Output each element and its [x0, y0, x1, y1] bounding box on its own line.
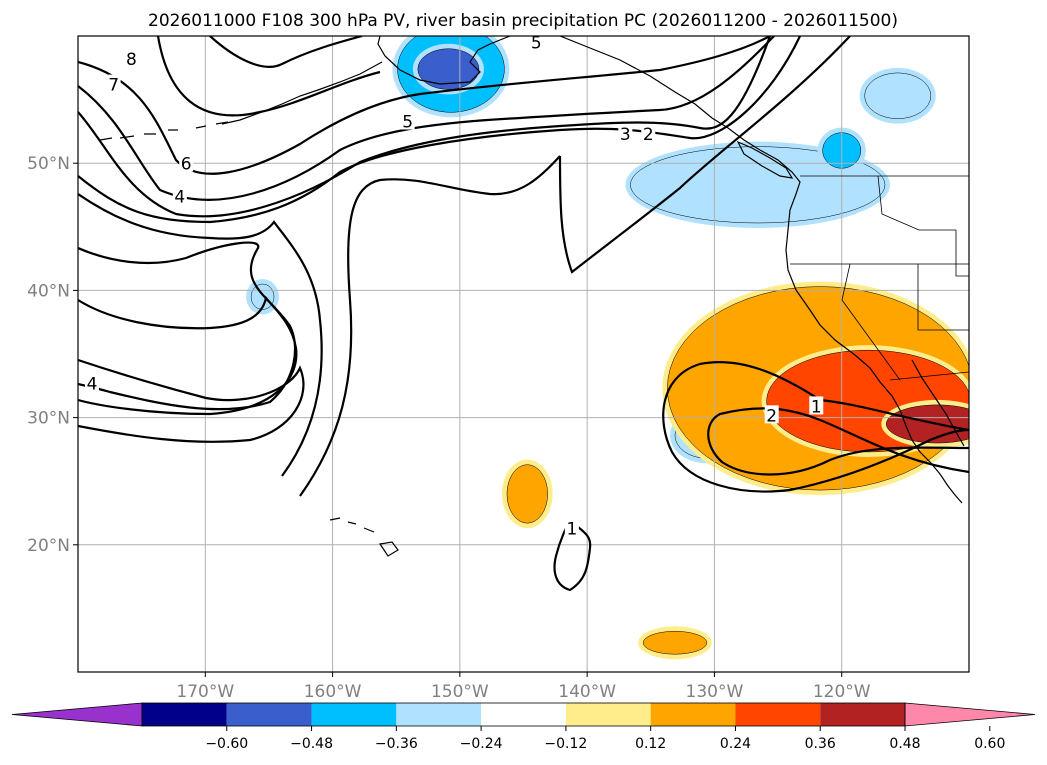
colorbar-swatch — [142, 703, 227, 726]
pv-contour-trough — [78, 36, 851, 497]
y-tick-label: 40°N — [27, 281, 70, 301]
contour-label: 1 — [566, 520, 577, 540]
colorbar-tick-label: −0.60 — [205, 736, 248, 752]
contour-label: 5 — [402, 112, 413, 132]
colorbar-tick-label: −0.48 — [290, 736, 333, 752]
contour-label-bg — [179, 153, 194, 172]
pv-contour-5-upper — [78, 36, 775, 201]
pv-contour-1-south — [553, 519, 592, 592]
colorbar-extend-high — [904, 702, 1036, 727]
colorbar-tick-label: 0.12 — [635, 736, 666, 752]
contour-label: 8 — [126, 50, 137, 70]
contour-label-bg — [618, 124, 633, 143]
contour-label-bg — [564, 518, 579, 537]
state-borders — [790, 175, 969, 381]
aleutian-islands — [99, 121, 229, 141]
pv-contour-6-north — [78, 36, 771, 175]
shade-hawaii-east — [506, 464, 548, 524]
pv-contour-3-south — [78, 295, 298, 416]
colorbar-tick-label: −0.24 — [460, 736, 503, 752]
colorbar-tick-label: 0.36 — [805, 736, 836, 752]
contour-label-bg — [809, 396, 824, 415]
colorbar-frame — [141, 702, 906, 727]
borders — [790, 175, 969, 381]
colorbar-tick-label: 0.24 — [720, 736, 751, 752]
pv-contour-8 — [209, 36, 363, 68]
chart-title: 2026011000 F108 300 hPa PV, river basin … — [148, 11, 898, 31]
x-axis-ticks: 170°W 160°W 150°W 140°W 130°W 120°W — [176, 672, 871, 702]
pv-contour-3 — [78, 241, 297, 411]
shade-alberta — [864, 72, 932, 119]
contour-label: 3 — [620, 125, 631, 145]
gridlines — [78, 36, 969, 672]
colorbar-swatch — [226, 703, 312, 726]
pv-contour-2 — [707, 407, 969, 476]
pv-contour-wave — [78, 36, 801, 224]
coastlines — [99, 36, 965, 557]
baja-coast — [911, 359, 965, 447]
shade-alaska-core — [417, 48, 480, 90]
contour-label-bg — [529, 36, 544, 51]
colorbar-swatch — [565, 703, 651, 726]
panhandle-coast — [559, 36, 761, 151]
hawaii-islands — [329, 517, 399, 557]
vancouver-island — [736, 140, 794, 179]
x-tick-label: 160°W — [304, 682, 362, 702]
x-tick-label: 170°W — [176, 682, 234, 702]
colorbar-swatch — [820, 703, 905, 726]
x-tick-label: 150°W — [431, 682, 489, 702]
contour-label: 2 — [766, 406, 777, 426]
contour-label: 2 — [643, 125, 654, 145]
contour-label: 4 — [87, 375, 98, 395]
contour-label: 1 — [811, 397, 822, 417]
y-tick-label: 50°N — [27, 154, 70, 174]
contour-label-bg — [172, 186, 187, 205]
colorbar-extend-low — [11, 702, 143, 727]
x-tick-label: 140°W — [558, 682, 616, 702]
colorbar: −0.60 −0.48 −0.36 −0.24 −0.12 0.12 0.24 0.36 0.4… — [11, 702, 1036, 752]
contour-label: 4 — [174, 188, 185, 208]
colorbar-swatch — [311, 703, 397, 726]
colorbar-swatch — [396, 703, 482, 726]
alaska-peninsula-coast — [221, 61, 383, 125]
contour-label: 5 — [531, 34, 542, 54]
contour-label-bg — [85, 373, 100, 392]
us-mexico-border — [889, 371, 969, 381]
pv-contour-7 — [156, 36, 381, 117]
colorbar-swatch — [481, 703, 566, 726]
colorbar-tick-label: −0.36 — [375, 736, 418, 752]
map-frame — [77, 35, 970, 673]
colorbar-swatch — [650, 703, 736, 726]
colorbar-tick-label: 0.48 — [889, 736, 920, 752]
contour-label-bg — [764, 405, 779, 424]
shade-bc-coast — [630, 146, 886, 224]
contour-label: 7 — [108, 76, 119, 96]
y-tick-label: 30°N — [27, 409, 70, 429]
contour-label-bg — [124, 49, 139, 68]
contour-label: 6 — [181, 154, 192, 174]
shade-south-pacific — [642, 631, 708, 655]
x-tick-label: 120°W — [813, 682, 871, 702]
colorbar-tick-label: −0.12 — [544, 736, 587, 752]
colorbar-swatch — [735, 703, 821, 726]
contour-label-bg — [400, 111, 415, 130]
pv-contour-4 — [78, 358, 305, 443]
contour-label-bg — [641, 124, 656, 143]
y-axis-ticks: 20°N 30°N 40°N 50°N — [27, 154, 78, 556]
west-coast — [759, 149, 963, 504]
pv-contour-4-upper — [78, 36, 772, 218]
colorbar-tick-label: 0.60 — [974, 736, 1005, 752]
alaska-coast — [377, 36, 511, 85]
x-tick-label: 130°W — [686, 682, 744, 702]
contour-label-bg — [106, 74, 121, 93]
y-tick-label: 20°N — [27, 536, 70, 556]
pv-contours — [78, 36, 969, 592]
